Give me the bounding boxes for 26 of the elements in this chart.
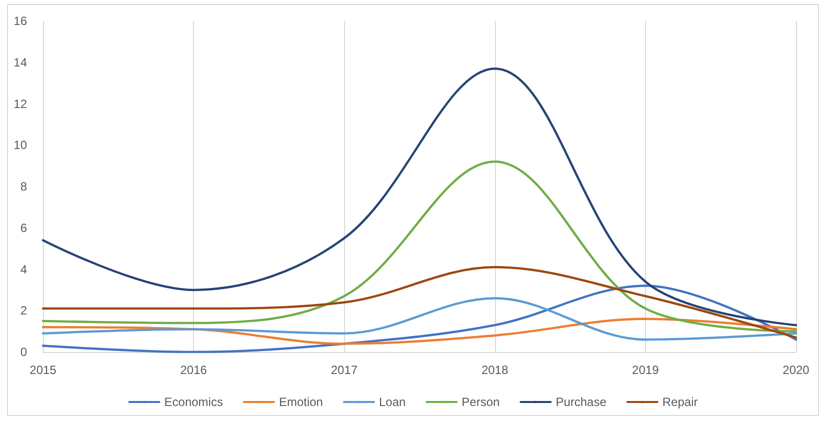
x-tick-label: 2020 — [782, 363, 810, 377]
line-series — [42, 297, 798, 341]
x-tick-label: 2018 — [481, 363, 508, 377]
line-series — [42, 318, 798, 345]
y-tick-label: 12 — [14, 96, 28, 111]
x-tick-label: 2019 — [632, 363, 660, 377]
y-tick-label: 10 — [14, 138, 28, 152]
x-tick-label: 2016 — [180, 363, 208, 377]
legend-label: Person — [462, 395, 500, 409]
y-tick-label: 4 — [20, 262, 28, 276]
line-series — [42, 67, 798, 326]
legend-label: Repair — [662, 395, 698, 409]
y-tick-label: 8 — [20, 180, 28, 194]
y-tick-label: 2 — [20, 304, 28, 318]
y-tick-label: 14 — [14, 55, 28, 70]
legend-label: Emotion — [278, 395, 323, 409]
x-tick-label: 2017 — [330, 363, 358, 377]
line-series — [42, 160, 798, 332]
y-tick-label: 16 — [14, 14, 28, 28]
y-tick-label: 0 — [20, 345, 28, 359]
legend-label: Loan — [378, 395, 406, 409]
x-tick-label: 2015 — [30, 363, 57, 377]
legend-label: Economics — [164, 395, 223, 409]
line-series — [42, 266, 798, 339]
legend-label: Purchase — [556, 395, 607, 409]
y-tick-label: 6 — [20, 220, 28, 235]
